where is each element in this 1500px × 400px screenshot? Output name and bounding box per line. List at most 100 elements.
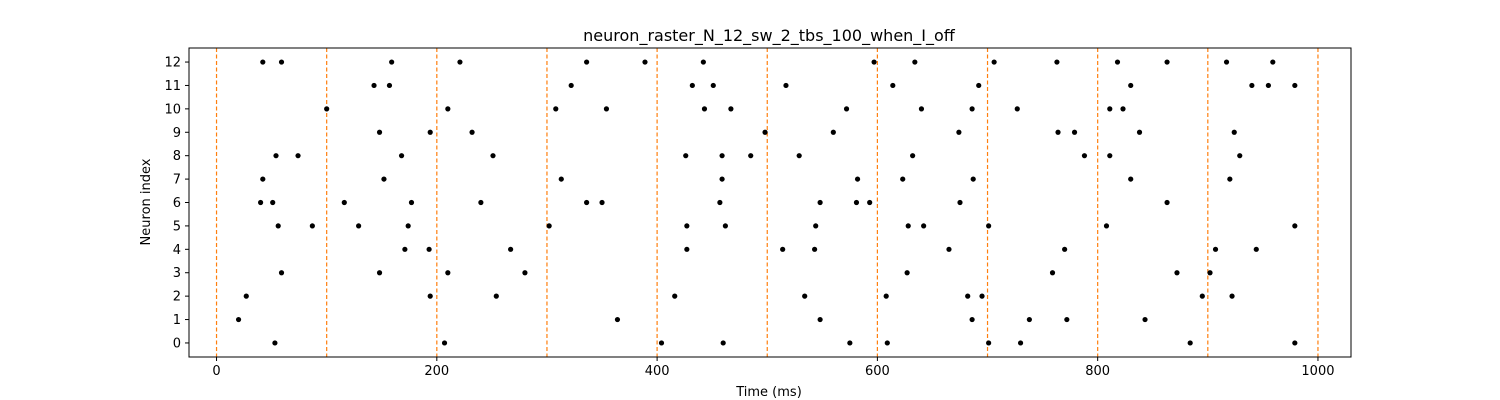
y-tick-label: 7 bbox=[173, 173, 181, 188]
spike-point bbox=[817, 316, 823, 323]
vertical-reference-lines bbox=[215, 48, 1319, 357]
spike-point bbox=[568, 82, 574, 89]
spike-point bbox=[1081, 153, 1088, 159]
spike-point bbox=[371, 82, 377, 89]
spike-point bbox=[356, 223, 362, 229]
spike-point bbox=[426, 246, 432, 252]
x-tick-label: 600 bbox=[865, 364, 890, 379]
spike-point bbox=[243, 293, 249, 299]
spike-point bbox=[546, 223, 552, 229]
spike-point bbox=[946, 246, 952, 252]
spike-point bbox=[309, 223, 315, 229]
spike-point bbox=[710, 82, 716, 89]
spike-point bbox=[830, 129, 836, 135]
spike-point bbox=[642, 59, 648, 65]
spike-point bbox=[900, 176, 906, 182]
y-tick-label: 5 bbox=[173, 219, 181, 234]
spike-point bbox=[762, 129, 768, 135]
spike-point bbox=[719, 176, 725, 182]
x-tick-label: 1000 bbox=[1301, 364, 1334, 379]
spike-point bbox=[270, 199, 276, 206]
spike-point bbox=[1270, 59, 1276, 65]
spike-point bbox=[965, 293, 971, 299]
spike-point bbox=[445, 270, 451, 276]
spike-point bbox=[1207, 270, 1213, 276]
spike-point bbox=[720, 340, 726, 346]
spike-point bbox=[1164, 199, 1170, 206]
spike-point bbox=[1292, 340, 1298, 346]
spike-point bbox=[260, 176, 266, 182]
spike-point bbox=[843, 106, 850, 112]
y-tick-label: 11 bbox=[164, 79, 181, 94]
spike-point bbox=[1062, 246, 1068, 252]
spike-point bbox=[1212, 246, 1219, 252]
y-tick-label: 1 bbox=[173, 313, 181, 328]
spike-point bbox=[295, 153, 301, 159]
spike-point bbox=[441, 340, 448, 346]
spike-point bbox=[402, 246, 408, 252]
spike-point bbox=[912, 59, 918, 65]
spike-point bbox=[603, 106, 610, 112]
spike-point bbox=[553, 106, 559, 112]
y-tick-label: 8 bbox=[173, 149, 181, 164]
spike-point bbox=[796, 153, 802, 159]
spike-point bbox=[469, 129, 475, 135]
spike-point bbox=[672, 293, 678, 299]
spike-point bbox=[584, 59, 590, 65]
spike-point bbox=[802, 293, 808, 299]
spike-point bbox=[381, 176, 387, 182]
spike-point bbox=[614, 316, 621, 323]
spike-point bbox=[1014, 106, 1020, 112]
spike-point bbox=[341, 199, 347, 206]
spike-point bbox=[558, 176, 564, 182]
spike-point bbox=[689, 82, 695, 89]
spike-point bbox=[278, 59, 285, 65]
spike-point bbox=[813, 223, 819, 229]
x-tick-label: 200 bbox=[424, 364, 449, 379]
spike-point bbox=[658, 340, 665, 346]
spike-point bbox=[398, 153, 405, 159]
spike-point bbox=[701, 106, 708, 112]
spike-point bbox=[1120, 106, 1126, 112]
spike-point bbox=[260, 59, 266, 65]
spike-point bbox=[883, 293, 889, 299]
spike-point bbox=[956, 129, 962, 135]
spike-point bbox=[1265, 82, 1271, 89]
spike-point bbox=[683, 153, 689, 159]
spike-point bbox=[493, 293, 499, 299]
spike-point bbox=[812, 246, 818, 252]
spike-point bbox=[1026, 316, 1032, 323]
spike-point bbox=[1237, 153, 1243, 159]
y-tick-label: 6 bbox=[173, 196, 181, 211]
spike-point bbox=[457, 59, 463, 65]
spike-points bbox=[235, 59, 1298, 346]
spike-point bbox=[1231, 129, 1237, 135]
spike-point bbox=[986, 223, 992, 229]
spike-point bbox=[957, 199, 963, 206]
spike-point bbox=[817, 199, 823, 206]
y-tick-label: 12 bbox=[164, 56, 181, 71]
spike-point bbox=[1049, 270, 1056, 276]
spike-point bbox=[376, 270, 383, 276]
spike-point bbox=[986, 340, 992, 346]
spike-point bbox=[427, 293, 433, 299]
y-axis-label: Neuron index bbox=[139, 158, 154, 245]
spike-point bbox=[684, 223, 690, 229]
spike-point bbox=[1055, 129, 1061, 135]
spike-point bbox=[969, 316, 975, 323]
y-tick-label: 4 bbox=[173, 243, 181, 258]
spike-point bbox=[1253, 246, 1259, 252]
y-tick-label: 9 bbox=[173, 126, 181, 141]
spike-point bbox=[275, 223, 281, 229]
spike-point bbox=[1114, 59, 1121, 65]
spike-point bbox=[970, 176, 976, 182]
spike-point bbox=[1107, 153, 1113, 159]
x-tick-label: 800 bbox=[1085, 364, 1110, 379]
x-tick-label: 400 bbox=[645, 364, 670, 379]
spike-point bbox=[991, 59, 997, 65]
y-tick-label: 2 bbox=[173, 290, 181, 305]
spike-point bbox=[717, 199, 723, 206]
plot-area-frame bbox=[188, 47, 1352, 358]
y-tick-label: 0 bbox=[173, 336, 181, 351]
